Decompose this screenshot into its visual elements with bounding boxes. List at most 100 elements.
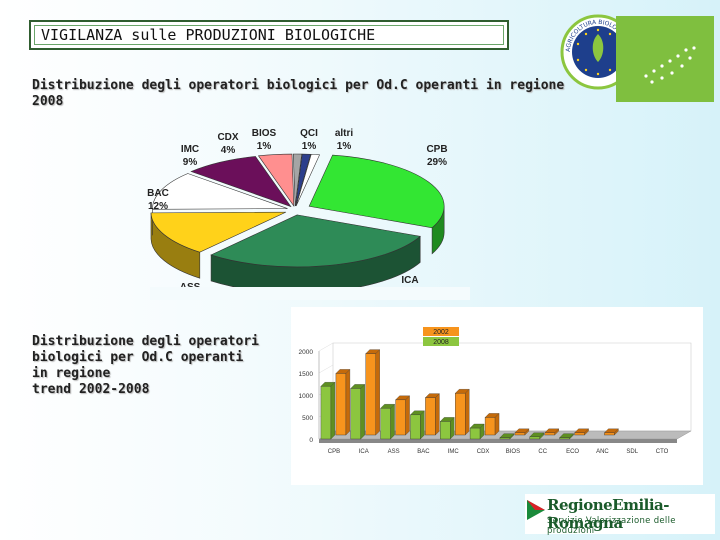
pie-value-bios: 1% (257, 141, 272, 152)
title-frame: VIGILANZA sulle PRODUZIONI BIOLOGICHE (29, 20, 509, 50)
bar-legend: 2002 2008 (423, 327, 459, 346)
legend-label-2008: 2008 (433, 339, 449, 346)
bar-2002-ass (395, 399, 406, 436)
pie-slice-ica (210, 214, 421, 268)
bar-top-2002-cdx (484, 413, 500, 418)
bar-top-2002-imc (454, 389, 470, 394)
pie-label-imc: IMC (181, 144, 199, 155)
bar-top-2002-ica (365, 349, 381, 354)
legend-swatch-2002 (423, 327, 459, 336)
pie-slice-bios (292, 153, 303, 207)
bar-side-2008-cpb (330, 381, 336, 440)
bar-chart: 0 500 1000 1500 2000 CPB ICA ASS BAC IMC CDX BIOS CC… (299, 327, 692, 455)
bar-ytick-2000: 2000 (299, 349, 314, 356)
bar-side-2002-ass (405, 395, 410, 436)
pie-label-cdx: CDX (217, 132, 238, 143)
bar-caption-line3: in regione (32, 366, 111, 381)
bar-2002-cpb (335, 373, 347, 436)
bar-side-2008-ica (360, 384, 365, 440)
bar-top-2008-bac (410, 410, 425, 415)
bar-ytick-1000: 1000 (299, 393, 314, 400)
pie-label-qci: QCI (300, 128, 318, 139)
bar-2002-bac (425, 397, 436, 436)
bar-side-2002-imc (465, 388, 470, 436)
bar-top-2002-bac (425, 393, 440, 398)
pie-caption-line1: Distribuzione degli operatori biologici … (32, 78, 565, 93)
bar-top-2008-ass (380, 404, 395, 409)
pie-label-cpb: CPB (426, 144, 447, 155)
eu-leaf-logo (616, 16, 714, 102)
pie-slice-bac (152, 173, 288, 210)
bar-xtick-anc: ANC (596, 449, 609, 455)
pie-label-bios: BIOS (252, 128, 277, 139)
pie-caption-line2: 2008 (32, 94, 64, 109)
bar-top-2002-ass (395, 395, 410, 400)
bar-2002-anc (604, 432, 615, 436)
bar-2002-imc (455, 392, 466, 436)
bar-2008-bac (410, 414, 421, 440)
bar-xtick-ass: ASS (388, 449, 400, 455)
regione-subtitle: Servizio Valorizzazione delle produzioni (547, 516, 676, 536)
pie-value-cpb: 29% (427, 157, 447, 168)
legend-swatch-2008 (423, 337, 459, 346)
bar-caption: Distribuzione degli operatori biologici … (32, 334, 292, 398)
pie-value-imc: 9% (183, 157, 198, 168)
bar-2002-cc (544, 432, 555, 436)
bar-top-2008-cpb (320, 382, 336, 387)
bar-ytick-1500: 1500 (299, 371, 314, 378)
bar-xtick-bios: BIOS (506, 449, 520, 455)
bar-top-2008-cc (529, 432, 545, 437)
bar-2008-cc (529, 436, 540, 440)
bar-gridline-2000 (318, 342, 334, 352)
pie-caption: Distribuzione degli operatori biologici … (32, 78, 572, 110)
bar-top-2008-imc (439, 417, 455, 422)
bar-caption-line1: Distribuzione degli operatori (32, 334, 259, 349)
bar-top-2008-cdx (469, 423, 485, 429)
page-title: VIGILANZA sulle PRODUZIONI BIOLOGICHE (34, 25, 504, 45)
bar-xtick-sdl: SDL (626, 449, 638, 455)
bar-chart-panel: 0 500 1000 1500 2000 CPB ICA ASS BAC IMC CDX BIOS CC… (291, 307, 703, 485)
bar-xtick-ica: ICA (359, 449, 369, 455)
pie-slice-imc (190, 156, 292, 208)
bar-top-2002-eco (574, 428, 589, 433)
pie-value-altri: 1% (337, 141, 352, 152)
eu-leaf-stars-icon (644, 46, 696, 84)
bar-ytick-500: 500 (302, 415, 313, 422)
bar-2008-ass (380, 407, 391, 440)
bar-2002-ica (365, 353, 376, 436)
bar-2008-cpb (320, 385, 332, 440)
bar-2008-cdx (469, 427, 481, 440)
bar-2008-ica (350, 388, 361, 440)
bar-xtick-cc: CC (538, 449, 547, 455)
bar-side-2008-bac (420, 410, 425, 440)
pie-value-cdx: 4% (221, 145, 236, 156)
bar-caption-line4: trend 2002-2008 (32, 382, 150, 397)
bar-xtick-cpb: CPB (328, 449, 340, 455)
pie-chart: CPB29%ICAASSBAC12%IMC9%CDX4%BIOS1%QCI1%a… (147, 128, 470, 300)
pie-label-bac: BAC (147, 188, 169, 199)
bar-top-2008-bios (499, 433, 515, 438)
bar-2002-cdx (484, 417, 496, 436)
bar-top-2002-anc (604, 428, 619, 433)
pie-slice-altri (295, 154, 321, 207)
bar-ytick-0: 0 (309, 437, 313, 444)
bar-xtick-bac: BAC (417, 449, 430, 455)
bar-xtick-cto: CTO (656, 449, 669, 455)
bar-floor-edge (319, 439, 677, 443)
pie-bottom-mask (150, 287, 470, 300)
pie-value-qci: 1% (302, 141, 317, 152)
bar-2008-eco (559, 437, 570, 440)
pie-slice-qci (295, 153, 312, 207)
bar-caption-line2: biologici per Od.C operanti (32, 350, 244, 365)
bar-gridline-1500 (318, 364, 334, 374)
pie-label-altri: altri (335, 128, 354, 139)
regione-logo: RegioneEmilia-Romagna Servizio Valorizza… (525, 494, 715, 536)
bar-top-2002-cc (544, 428, 560, 433)
bar-top-2008-eco (559, 433, 574, 438)
bar-2002-eco (574, 432, 585, 436)
regione-brand: RegioneEmilia-Romagna (547, 496, 670, 532)
pie-label-ica: ICA (401, 275, 418, 286)
bar-side-2002-cpb (345, 369, 351, 436)
pie-slice-cpb (308, 154, 445, 229)
pie-slice-ass (150, 211, 287, 253)
